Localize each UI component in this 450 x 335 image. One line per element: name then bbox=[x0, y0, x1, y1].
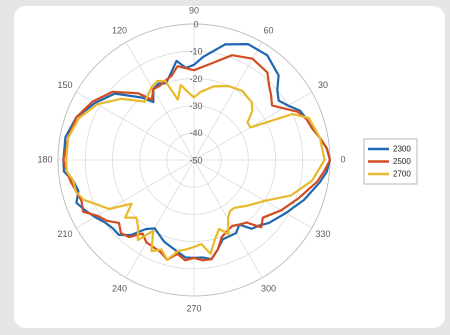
grid-spoke bbox=[125, 42, 195, 161]
tick-labels: 0 30 60 90 120 150 180 210 240 270 300 330 -50 -40 -30… bbox=[37, 5, 345, 313]
angle-tick-label: 270 bbox=[186, 303, 201, 313]
radial-tick-label: -30 bbox=[189, 101, 202, 111]
legend-label: 2300 bbox=[393, 145, 411, 154]
radial-tick-label: -40 bbox=[189, 128, 202, 138]
angle-tick-label: 90 bbox=[189, 5, 199, 15]
angle-tick-label: 150 bbox=[57, 80, 72, 90]
angle-tick-label: 120 bbox=[112, 25, 127, 35]
grid-spoke bbox=[193, 42, 263, 161]
radial-tick-label: -20 bbox=[189, 74, 202, 84]
angle-tick-label: 180 bbox=[37, 154, 52, 164]
angle-tick-label: 300 bbox=[261, 283, 276, 293]
legend: 2300 2500 2700 bbox=[363, 138, 418, 185]
angle-tick-label: 60 bbox=[263, 25, 273, 35]
radial-tick-label: -50 bbox=[189, 155, 202, 165]
series-lines bbox=[62, 43, 332, 262]
radial-tick-label: -10 bbox=[189, 47, 202, 57]
grid-spoke bbox=[125, 159, 195, 278]
legend-label: 2700 bbox=[393, 170, 411, 179]
angle-tick-label: 240 bbox=[112, 283, 127, 293]
radial-tick-label: 0 bbox=[193, 19, 198, 29]
grid-spoke bbox=[193, 159, 312, 229]
angle-tick-label: 30 bbox=[318, 80, 328, 90]
angle-tick-label: 330 bbox=[316, 229, 331, 239]
series-line-2700 bbox=[65, 79, 326, 261]
angle-tick-label: 210 bbox=[57, 229, 72, 239]
grid-spoke bbox=[76, 91, 195, 161]
legend-label: 2500 bbox=[393, 157, 411, 166]
angle-tick-label: 0 bbox=[340, 154, 345, 164]
